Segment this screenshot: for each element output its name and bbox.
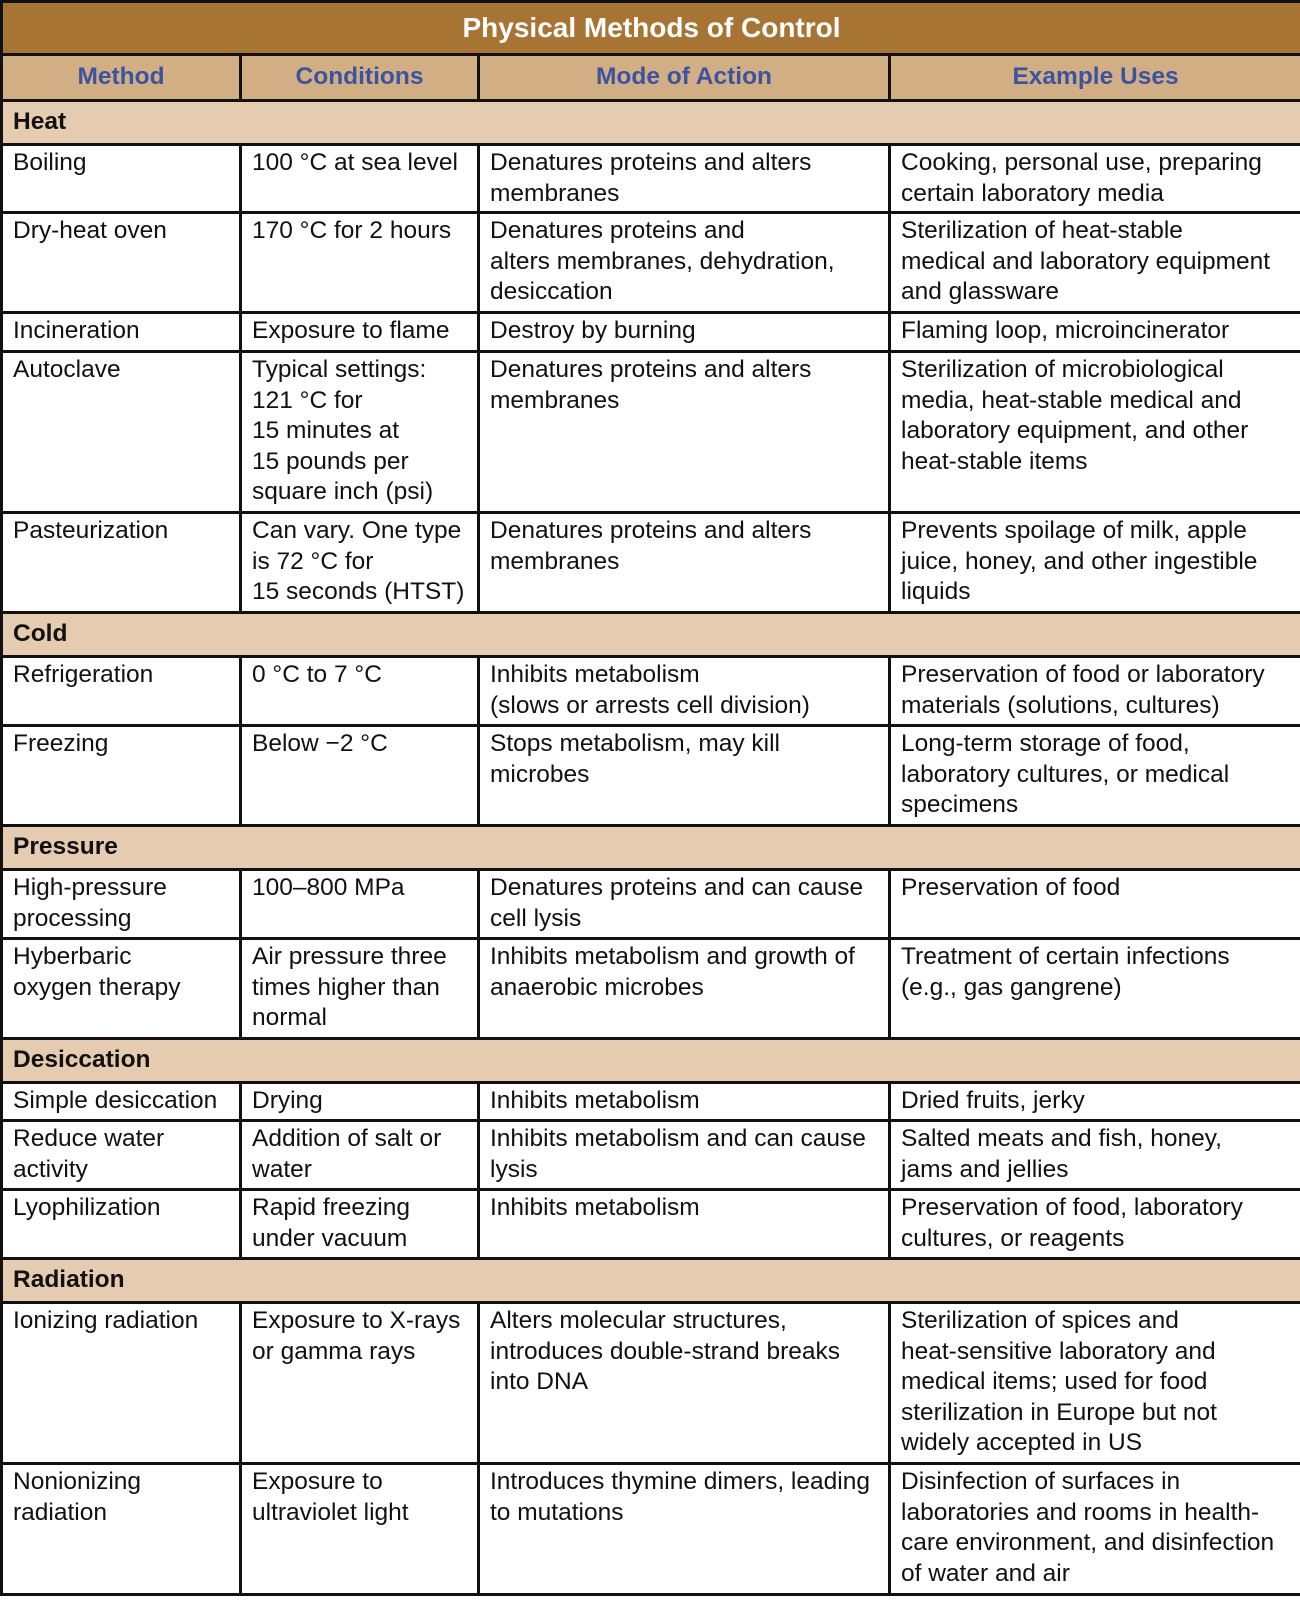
mode-of-action-cell: Denatures proteins and alters membranes (477, 350, 891, 514)
method-cell: Incineration (0, 311, 242, 353)
conditions-cell: Exposure to flame (239, 311, 480, 353)
table-title: Physical Methods of Control (0, 0, 1300, 56)
mode-of-action-cell: Denatures proteins and can cause cell ly… (477, 868, 891, 940)
conditions-cell: Exposure to ultraviolet light (239, 1462, 480, 1596)
mode-of-action-cell: Inhibits metabolism (slows or arrests ce… (477, 655, 891, 727)
category-label: Cold (0, 611, 1300, 658)
table-row: Autoclave Typical settings: 121 °C for 15… (0, 350, 1300, 514)
column-header-method: Method (0, 53, 242, 102)
mode-of-action-cell: Inhibits metabolism (477, 1081, 891, 1122)
method-cell: Lyophilization (0, 1188, 242, 1260)
category-row-cold: Cold (0, 611, 1300, 658)
example-uses-cell: Dried fruits, jerky (887, 1081, 1300, 1122)
table-row: Refrigeration 0 °C to 7 °C Inhibits metabo… (0, 655, 1300, 727)
method-cell: Autoclave (0, 350, 242, 514)
conditions-cell: Can vary. One type is 72 °C for 15 secon… (239, 511, 480, 614)
mode-of-action-cell: Stops metabolism, may kill microbes (477, 724, 891, 827)
table-row: Simple desiccation Drying Inhibits metabol… (0, 1081, 1300, 1122)
column-header-conditions: Conditions (239, 53, 480, 102)
example-uses-cell: Preservation of food (887, 868, 1300, 940)
mode-of-action-cell: Denatures proteins and alters membranes,… (477, 211, 891, 314)
example-uses-cell: Disinfection of surfaces in laboratories… (887, 1462, 1300, 1596)
table-row: Hyberbaric oxygen therapy Air pressure th… (0, 937, 1300, 1040)
table-row: Boiling 100 °C at sea level Denatures prot… (0, 143, 1300, 214)
example-uses-cell: Preservation of food or laboratory mater… (887, 655, 1300, 727)
method-cell: Nonionizing radiation (0, 1462, 242, 1596)
category-row-radiation: Radiation (0, 1257, 1300, 1304)
conditions-cell: Addition of salt or water (239, 1119, 480, 1191)
example-uses-cell: Long-term storage of food, laboratory cu… (887, 724, 1300, 827)
example-uses-cell: Cooking, personal use, preparing certain… (887, 143, 1300, 214)
category-label: Heat (0, 99, 1300, 146)
example-uses-cell: Prevents spoilage of milk, apple juice, … (887, 511, 1300, 614)
method-cell: Simple desiccation (0, 1081, 242, 1122)
example-uses-cell: Salted meats and fish, honey, jams and j… (887, 1119, 1300, 1191)
column-header-mode-of-action: Mode of Action (477, 53, 891, 102)
method-cell: Reduce water activity (0, 1119, 242, 1191)
conditions-cell: Typical settings: 121 °C for 15 minutes … (239, 350, 480, 514)
conditions-cell: Below −2 °C (239, 724, 480, 827)
conditions-cell: 100–800 MPa (239, 868, 480, 940)
mode-of-action-cell: Inhibits metabolism and can cause lysis (477, 1119, 891, 1191)
table-row: Ionizing radiation Exposure to X-rays or … (0, 1301, 1300, 1465)
category-row-desiccation: Desiccation (0, 1037, 1300, 1084)
table-row: High-pressure processing 100–800 MPa Denat… (0, 868, 1300, 940)
category-row-heat: Heat (0, 99, 1300, 146)
example-uses-cell: Sterilization of spices and heat-sensiti… (887, 1301, 1300, 1465)
category-label: Pressure (0, 824, 1300, 871)
example-uses-cell: Sterilization of microbiological media, … (887, 350, 1300, 514)
conditions-cell: Rapid freezing under vacuum (239, 1188, 480, 1260)
category-label: Radiation (0, 1257, 1300, 1304)
method-cell: Boiling (0, 143, 242, 214)
conditions-cell: 170 °C for 2 hours (239, 211, 480, 314)
example-uses-cell: Preservation of food, laboratory culture… (887, 1188, 1300, 1260)
method-cell: Dry-heat oven (0, 211, 242, 314)
method-cell: High-pressure processing (0, 868, 242, 940)
method-cell: Freezing (0, 724, 242, 827)
conditions-cell: Air pressure three times higher than nor… (239, 937, 480, 1040)
conditions-cell: 0 °C to 7 °C (239, 655, 480, 727)
table-row: Dry-heat oven 170 °C for 2 hours Denatures… (0, 211, 1300, 314)
conditions-cell: 100 °C at sea level (239, 143, 480, 214)
mode-of-action-cell: Inhibits metabolism and growth of anaero… (477, 937, 891, 1040)
method-cell: Ionizing radiation (0, 1301, 242, 1465)
method-cell: Pasteurization (0, 511, 242, 614)
mode-of-action-cell: Inhibits metabolism (477, 1188, 891, 1260)
mode-of-action-cell: Denatures proteins and alters membranes (477, 143, 891, 214)
mode-of-action-cell: Introduces thymine dimers, leading to mu… (477, 1462, 891, 1596)
column-header-example-uses: Example Uses (887, 53, 1300, 102)
table-row: Freezing Below −2 °C Stops metabolism, may… (0, 724, 1300, 827)
table-row: Nonionizing radiation Exposure to ultravi… (0, 1462, 1300, 1596)
method-cell: Hyberbaric oxygen therapy (0, 937, 242, 1040)
category-label: Desiccation (0, 1037, 1300, 1084)
table-row: Pasteurization Can vary. One type is 72 °… (0, 511, 1300, 614)
table-row: Lyophilization Rapid freezing under vacuu… (0, 1188, 1300, 1260)
example-uses-cell: Flaming loop, microincinerator (887, 311, 1300, 353)
table-row: Incineration Exposure to flame Destroy by … (0, 311, 1300, 353)
conditions-cell: Drying (239, 1081, 480, 1122)
table-row: Reduce water activity Addition of salt or… (0, 1119, 1300, 1191)
category-row-pressure: Pressure (0, 824, 1300, 871)
example-uses-cell: Treatment of certain infections (e.g., g… (887, 937, 1300, 1040)
conditions-cell: Exposure to X-rays or gamma rays (239, 1301, 480, 1465)
example-uses-cell: Sterilization of heat-stable medical and… (887, 211, 1300, 314)
mode-of-action-cell: Destroy by burning (477, 311, 891, 353)
mode-of-action-cell: Denatures proteins and alters membranes (477, 511, 891, 614)
mode-of-action-cell: Alters molecular structures, introduces … (477, 1301, 891, 1465)
method-cell: Refrigeration (0, 655, 242, 727)
